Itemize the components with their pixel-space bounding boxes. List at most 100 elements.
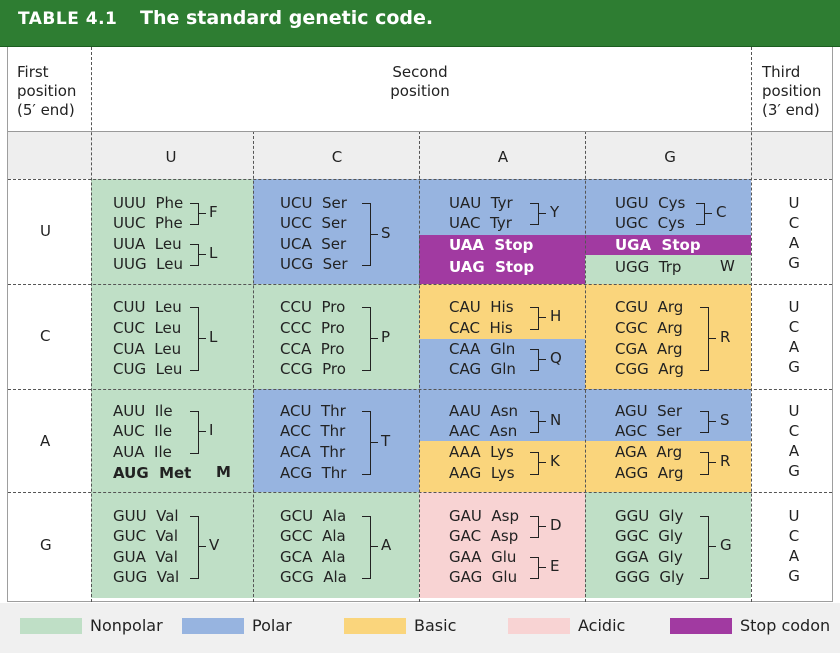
codon-cga: CGA Arg — [615, 340, 683, 358]
aa-code-w: W — [720, 257, 735, 275]
bracket-tick — [708, 338, 716, 339]
legend: Nonpolar Polar Basic Acidic Stop codon — [0, 603, 840, 653]
codon-ugc: UGC Cys — [615, 214, 685, 232]
bracket-tick — [198, 338, 206, 339]
codon-uuc: UUC Phe — [113, 214, 183, 232]
second-base-u: U — [165, 148, 177, 166]
aa-code-v: V — [209, 536, 220, 554]
bracket-tick — [538, 213, 546, 214]
codon-aca: ACA Thr — [280, 443, 346, 461]
codon-cag: CAG Gln — [449, 360, 516, 378]
codon-auu: AUU Ile — [113, 402, 173, 420]
codon-cgc: CGC Arg — [615, 319, 683, 337]
codon-auc: AUC Ile — [113, 422, 173, 440]
codon-ucu: UCU Ser — [280, 194, 347, 212]
third-base: A — [788, 442, 800, 460]
codon-agg: AGG Arg — [615, 464, 684, 482]
bracket-tick — [198, 254, 206, 255]
codon-agu: AGU Ser — [615, 402, 683, 420]
codon-cuu: CUU Leu — [113, 298, 182, 316]
bracket-pro — [362, 307, 371, 371]
third-base: C — [788, 527, 800, 545]
bracket-ala — [362, 516, 371, 579]
bracket-gln — [530, 349, 539, 371]
block-gc — [253, 492, 419, 598]
bracket-tick — [370, 546, 378, 547]
bracket-leu — [190, 307, 199, 371]
block-ac — [253, 389, 419, 492]
codon-uaa: UAA Stop — [449, 236, 534, 254]
block-aa-polar — [419, 389, 585, 441]
bracket-val — [190, 516, 199, 579]
bracket-tick — [704, 213, 712, 214]
legend-label-nonpolar: Nonpolar — [90, 616, 163, 635]
aa-code-s: S — [381, 224, 391, 242]
grid-line-h3 — [8, 389, 832, 390]
codon-gau: GAU Asp — [449, 507, 519, 525]
bracket-phe — [190, 203, 199, 225]
grid-line-v5 — [751, 47, 752, 602]
codon-gcu: GCU Ala — [280, 507, 347, 525]
first-base-a: A — [40, 432, 51, 450]
block-ag-polar — [585, 389, 751, 441]
codon-ucg: UCG Ser — [280, 255, 348, 273]
codon-cug: CUG Leu — [113, 360, 183, 378]
codon-gac: GAC Asp — [449, 527, 519, 545]
aa-code-g: G — [720, 536, 732, 554]
second-position-header: Second position — [380, 63, 460, 101]
third-base: A — [788, 338, 800, 356]
bracket-tick — [538, 359, 546, 360]
bracket-tick — [198, 213, 206, 214]
codon-ccc: CCC Pro — [280, 319, 345, 337]
aa-code-f: F — [209, 203, 218, 221]
bracket-tick — [538, 462, 546, 463]
codon-uua: UUA Leu — [113, 235, 182, 253]
legend-swatch-polar — [182, 618, 244, 634]
bracket-tick — [198, 546, 206, 547]
bracket-tick — [370, 234, 378, 235]
grid-line-v2 — [253, 131, 254, 602]
first-base-u: U — [40, 222, 51, 240]
block-ug-polar — [585, 179, 751, 235]
third-base: U — [788, 298, 800, 316]
third-base: U — [788, 402, 800, 420]
codon-ggg: GGG Gly — [615, 568, 685, 586]
bracket-gly — [700, 516, 709, 579]
first-position-line3: (5′ end) — [17, 101, 75, 119]
bracket-tick — [370, 442, 378, 443]
second-base-g: G — [664, 148, 676, 166]
aa-code-r: R — [720, 328, 731, 346]
bracket-tick — [370, 338, 378, 339]
bracket-tick — [708, 462, 716, 463]
legend-label-stop: Stop codon — [740, 616, 831, 635]
block-ag-basic — [585, 441, 751, 492]
first-position-header: First position (5′ end) — [17, 63, 76, 120]
third-base: A — [788, 547, 800, 565]
codon-gua: GUA Val — [113, 548, 178, 566]
first-position-line2: position — [17, 82, 77, 100]
third-base: G — [788, 358, 800, 376]
third-base: G — [788, 254, 800, 272]
legend-label-acidic: Acidic — [578, 616, 626, 635]
codon-cgu: CGU Arg — [615, 298, 684, 316]
aa-code-n: N — [550, 411, 562, 429]
codon-aac: AAC Asn — [449, 422, 518, 440]
bracket-tick — [538, 567, 546, 568]
block-uc — [253, 179, 419, 284]
aa-code-s: S — [720, 411, 730, 429]
codon-ccg: CCG Pro — [280, 360, 346, 378]
aa-code-h: H — [550, 307, 562, 325]
block-ua-polar — [419, 179, 585, 235]
codon-aua: AUA Ile — [113, 443, 172, 461]
codon-gag: GAG Glu — [449, 568, 518, 586]
block-ua-stop — [419, 235, 585, 284]
block-ca-polar — [419, 339, 585, 389]
codon-ucc: UCC Ser — [280, 214, 347, 232]
codon-gaa: GAA Glu — [449, 548, 517, 566]
aa-code-r: R — [720, 452, 731, 470]
aa-code-d: D — [550, 516, 562, 534]
codon-guc: GUC Val — [113, 527, 179, 545]
